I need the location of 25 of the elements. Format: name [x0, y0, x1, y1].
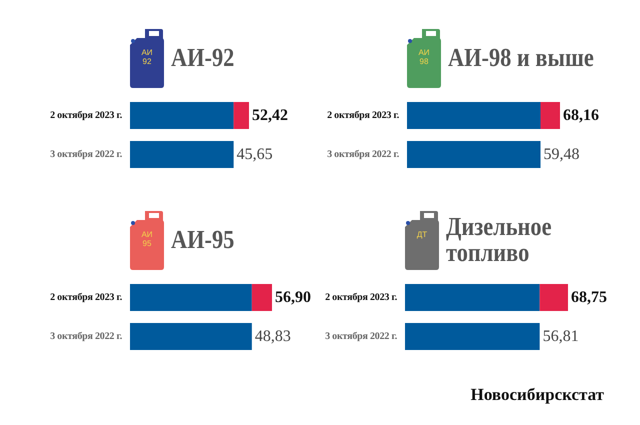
- text: Новосибирскстат: [470, 385, 604, 405]
- y-tick-label: 3 октября 2022 г.: [50, 149, 123, 160]
- y-tick-label: 3 октября 2022 г.: [327, 149, 400, 160]
- text: АИ 92: [140, 48, 154, 66]
- data-label: 45,65: [236, 146, 273, 163]
- total-label: 52,42: [252, 107, 288, 124]
- chart-title: АИ-95: [171, 225, 234, 254]
- chart-title: АИ-92: [171, 43, 234, 72]
- total-label: 68,16: [563, 107, 599, 124]
- y-tick-label: 2 октября 2023 г.: [325, 292, 398, 303]
- data-label: 56,81: [542, 328, 579, 345]
- data-label: 59,48: [544, 146, 580, 163]
- total-label: 56,90: [275, 289, 311, 306]
- text: АИ 95: [140, 230, 154, 248]
- text: ДТ: [416, 230, 428, 239]
- y-tick-label: 2 октября 2023 г.: [50, 292, 123, 303]
- y-tick-label: 3 октября 2022 г.: [325, 331, 398, 342]
- chart-title: Дизельное топливо: [446, 212, 552, 267]
- chart-title: АИ-98 и выше: [448, 43, 594, 72]
- total-label: 68,75: [571, 289, 607, 306]
- text: АИ 98: [417, 48, 431, 66]
- y-tick-label: 2 октября 2023 г.: [327, 110, 400, 121]
- y-tick-label: 3 октября 2022 г.: [50, 331, 123, 342]
- y-tick-label: 2 октября 2023 г.: [50, 110, 123, 121]
- data-label: 48,83: [254, 328, 291, 345]
